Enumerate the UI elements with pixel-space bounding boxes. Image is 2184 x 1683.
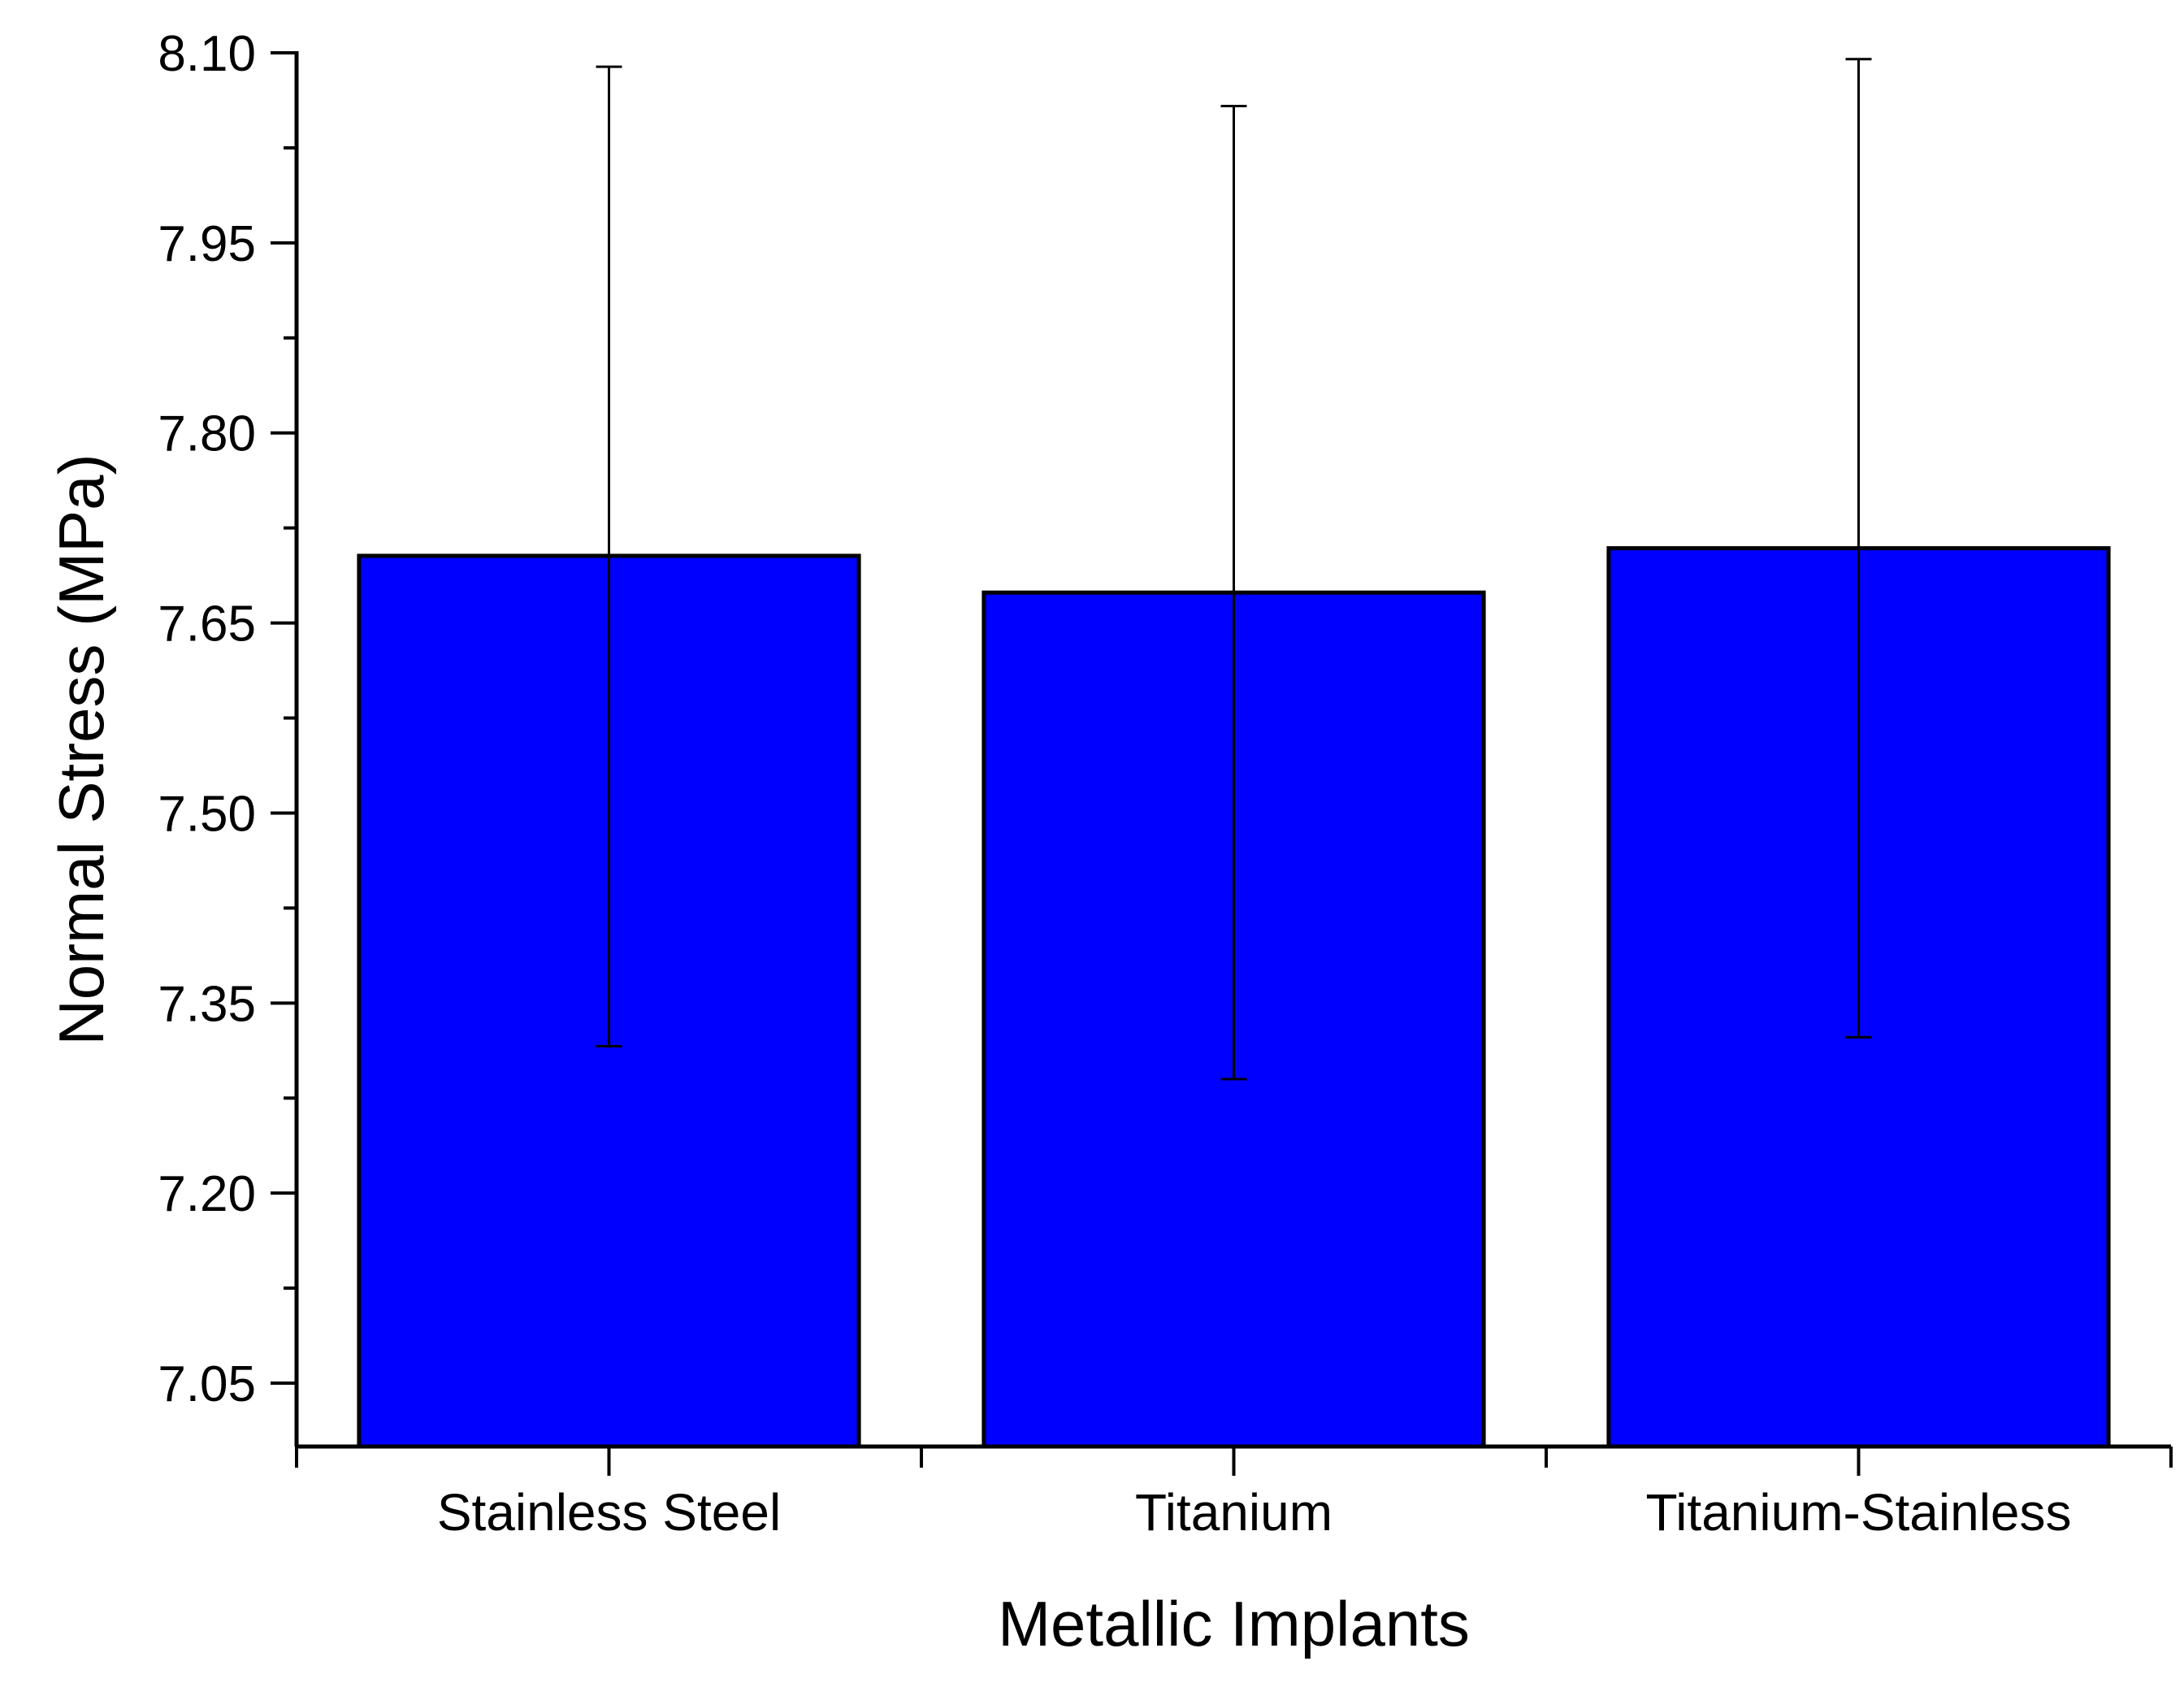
y-axis-title: Normal Stress (MPa) <box>46 453 117 1045</box>
y-tick-label-4: 7.65 <box>158 596 256 653</box>
y-tick-label-0: 7.05 <box>158 1356 256 1412</box>
x-tick-label-1: Titanium <box>1135 1483 1332 1542</box>
axes-group: 7.05 7.20 7.35 7.50 7.65 7.80 7.95 8.10 Stainles… <box>158 26 2173 1542</box>
x-tick-label-0: Stainless Steel <box>437 1483 781 1542</box>
y-tick-label-6: 7.95 <box>158 216 256 272</box>
y-tick-label-5: 7.80 <box>158 406 256 462</box>
x-axis-title: Metallic Implants <box>998 1588 1470 1659</box>
y-tick-label-7: 8.10 <box>158 26 256 82</box>
y-tick-label-2: 7.35 <box>158 976 256 1032</box>
error-bars-group <box>596 58 1872 1081</box>
y-tick-label-3: 7.50 <box>158 786 256 842</box>
y-tick-label-1: 7.20 <box>158 1166 256 1222</box>
x-tick-label-2: Titanium-Stainless <box>1645 1483 2071 1542</box>
